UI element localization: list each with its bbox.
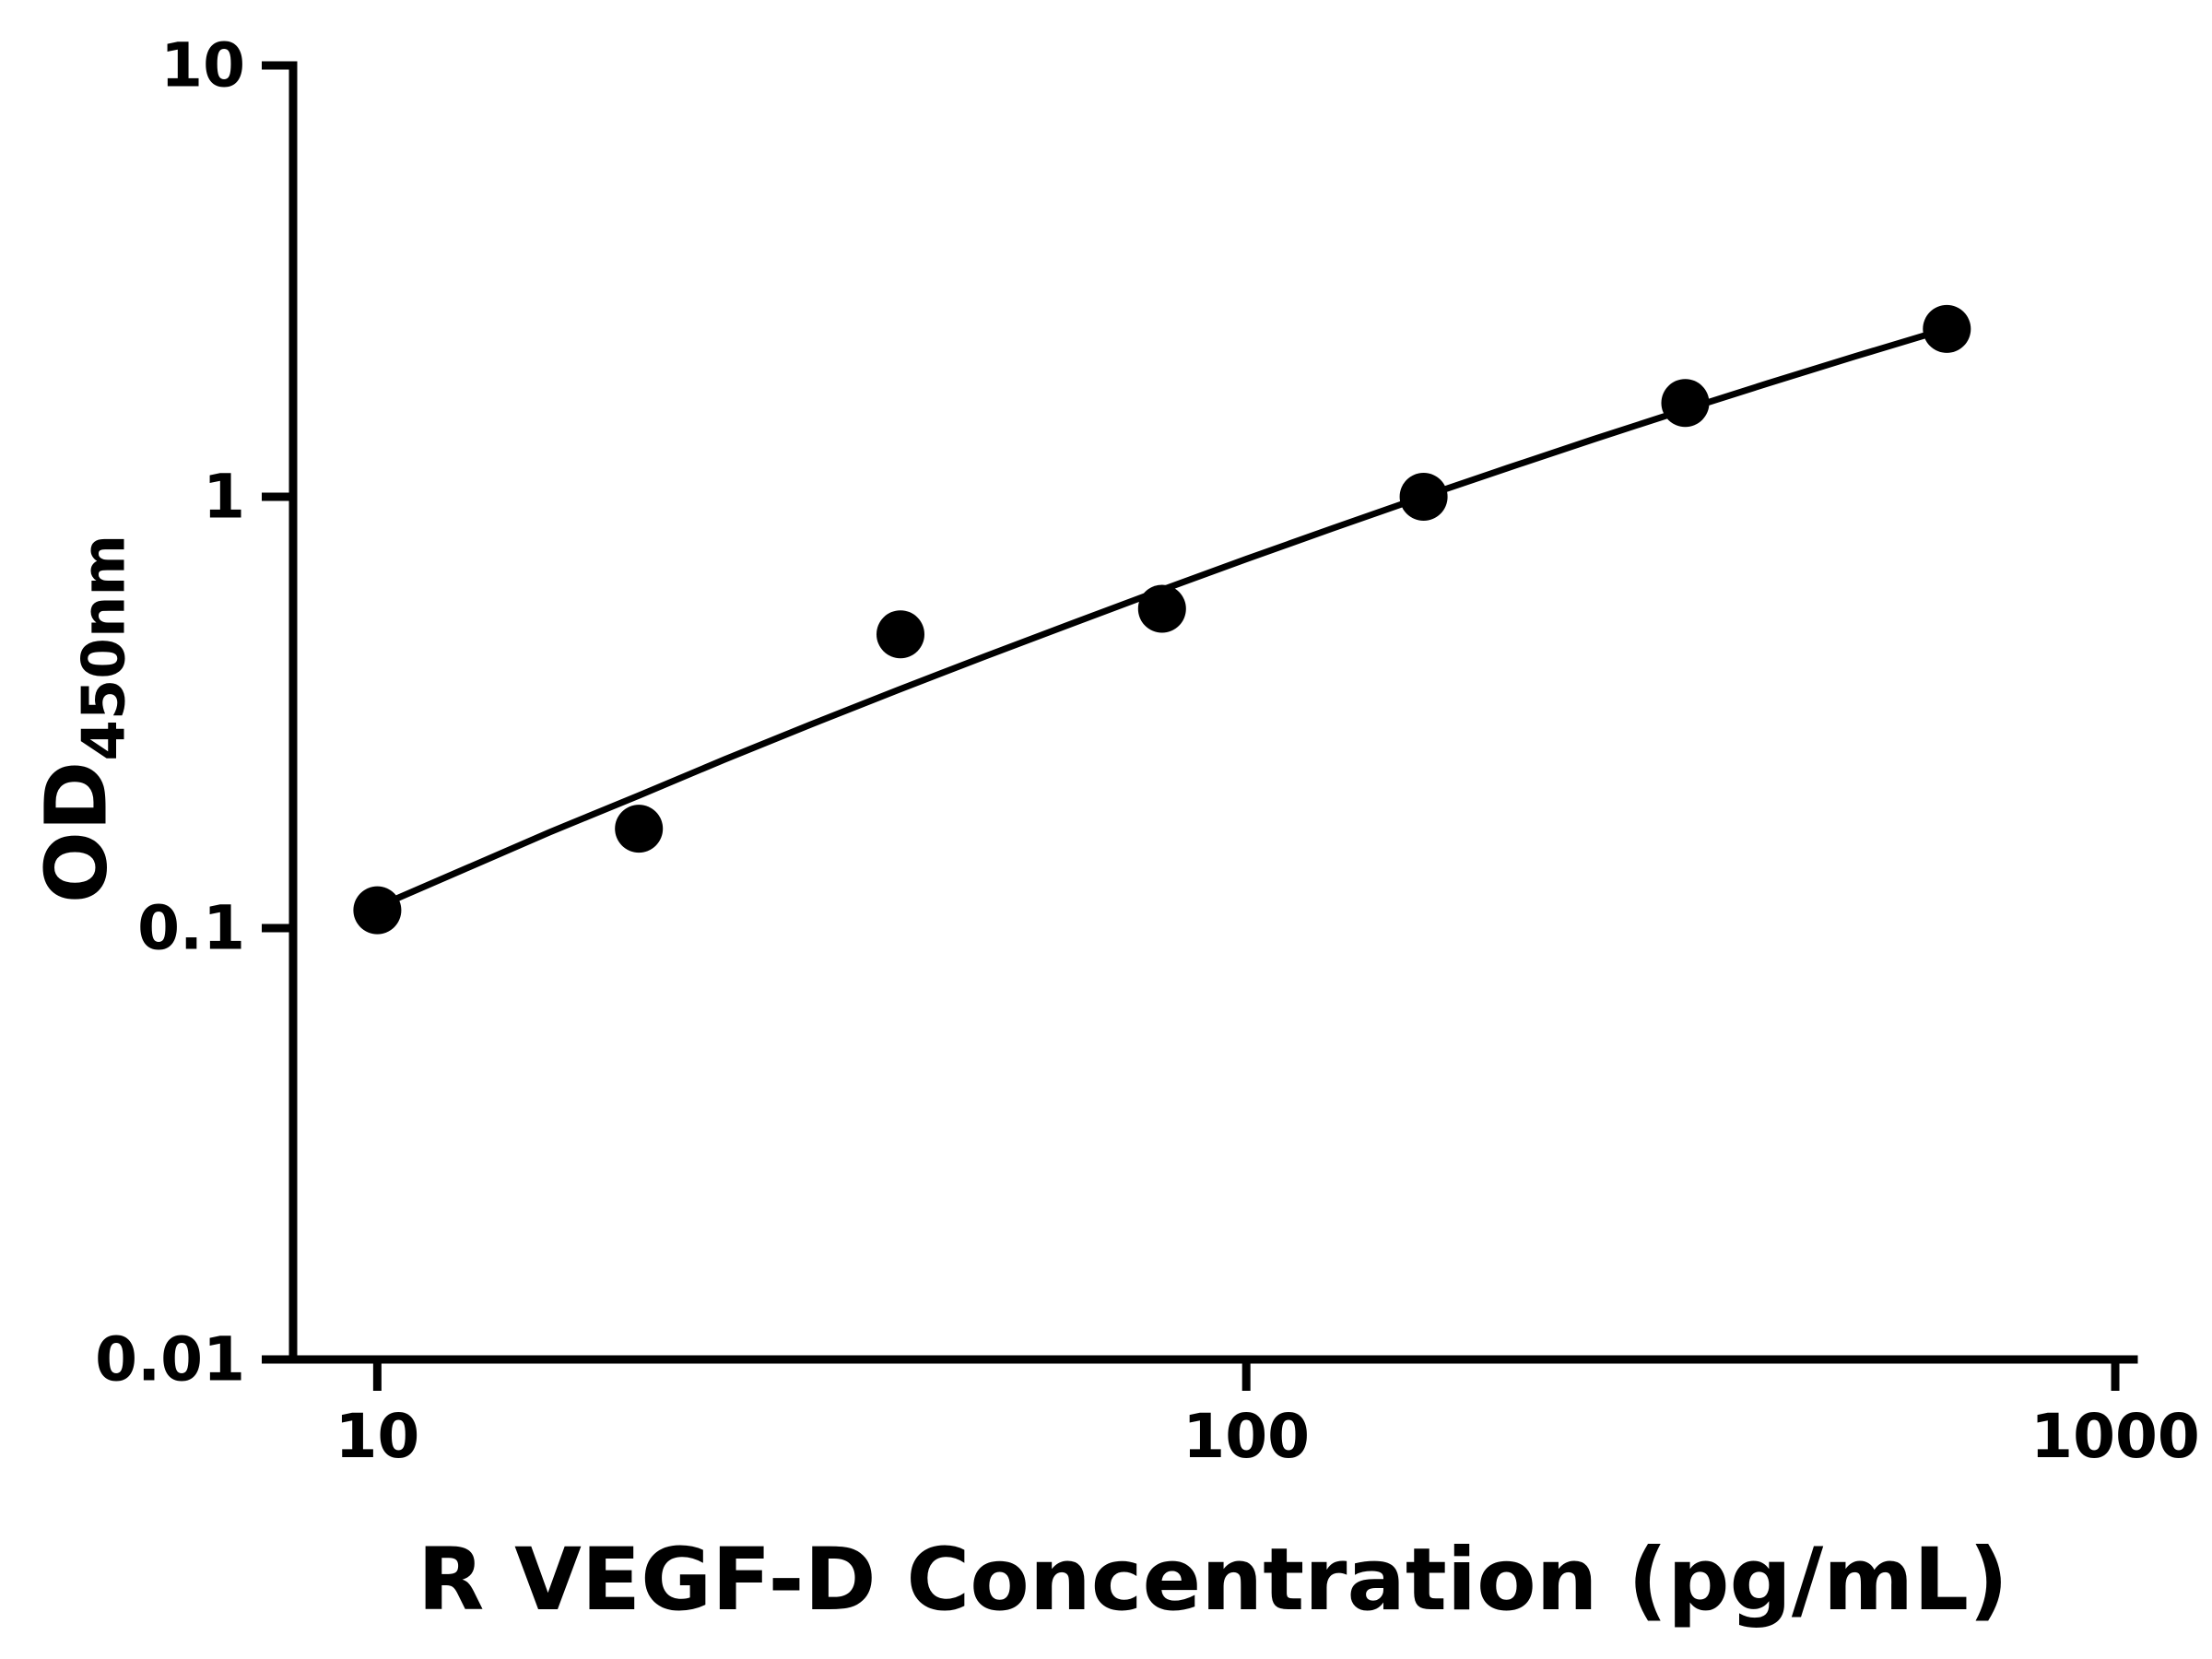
data-point [1661,379,1710,428]
data-point [1137,584,1186,633]
ticks [262,61,2120,1391]
x-axis-title: R VEGF-D Concentration (pg/mL) [418,1530,2008,1630]
data-point [1923,304,1971,353]
axes [288,61,2138,1364]
data-point [877,610,924,659]
y-axis-title-sub: 450nm [70,534,139,761]
x-tick-label: 100 [1182,1401,1310,1472]
data-points [353,304,1971,935]
y-tick-label: 10 [160,30,245,101]
y-axis-title-main: OD [27,760,126,904]
x-tick-label: 10 [335,1401,419,1472]
y-tick-label: 0.01 [95,1324,245,1395]
data-point [353,886,402,935]
x-tick-label: 1000 [2030,1401,2200,1472]
tick-labels: 10 1 0.1 0.01 10 100 1000 [95,30,2200,1473]
axis-spines [288,61,2138,1364]
y-tick-label: 0.1 [137,893,245,964]
data-point [1399,473,1448,521]
data-point [615,805,664,853]
y-axis-title: OD450nm [28,535,139,903]
y-tick-label: 1 [203,462,245,533]
